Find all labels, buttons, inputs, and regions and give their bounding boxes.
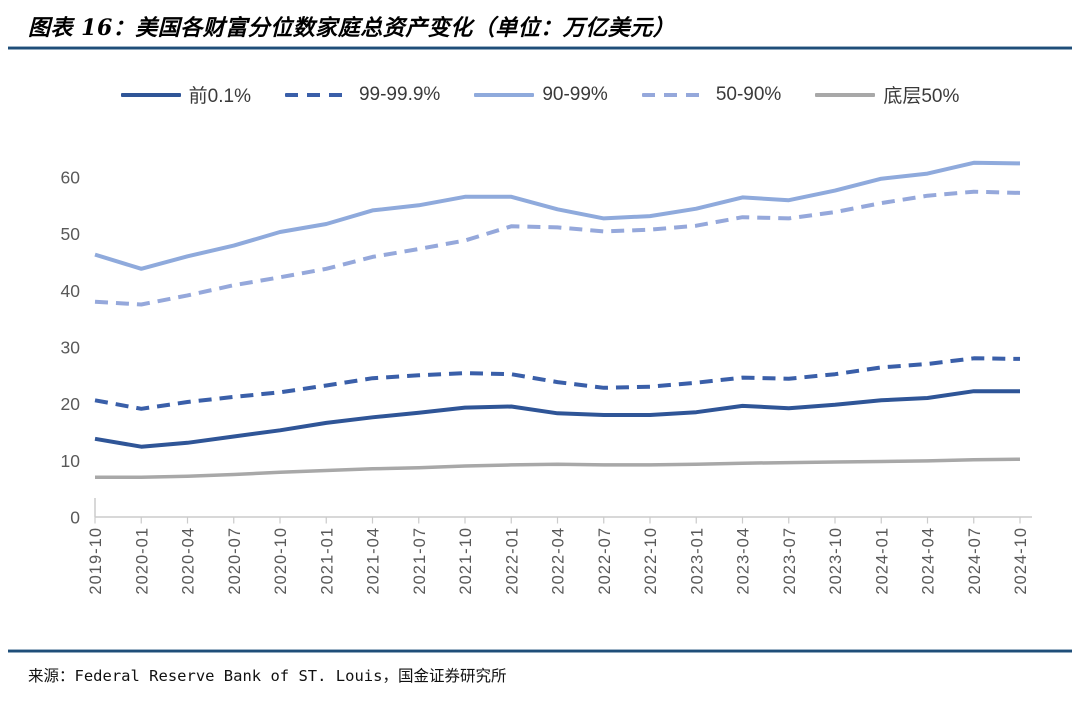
legend-label: 底层50%	[883, 86, 960, 107]
series-line-99-99.9%	[94, 356, 1021, 411]
x-tick-label: 2023-04	[735, 527, 753, 595]
legend-label: 99-99.9%	[358, 83, 441, 105]
legend-label: 前0.1%	[188, 86, 251, 107]
source-note: 来源：Federal Reserve Bank of ST. Louis，国金证…	[28, 667, 507, 685]
series-line-90-99%	[94, 160, 1021, 271]
legend-item: 90-99%	[474, 84, 608, 106]
series-line-前0.1%	[94, 389, 1020, 449]
x-tick-label: 2024-10	[1012, 527, 1030, 595]
legend-swatch-solid	[474, 92, 535, 97]
series-line-底层50%	[95, 457, 1021, 480]
legend-item: 前0.1%	[120, 81, 251, 108]
x-tick-label: 2022-10	[642, 527, 660, 595]
x-tick-label: 2021-10	[457, 527, 475, 595]
x-tick-label: 2022-07	[596, 527, 614, 595]
legend-item: 50-90%	[641, 83, 782, 106]
x-tick-label: 2024-04	[920, 527, 938, 595]
legend-swatch-dashed	[641, 92, 708, 97]
legend-swatch-solid	[815, 92, 876, 97]
x-tick-label: 2020-01	[133, 527, 151, 595]
y-tick-label: 60	[61, 167, 81, 187]
x-tick-label: 2024-01	[873, 527, 891, 595]
x-tick-label: 2020-10	[272, 527, 290, 595]
y-tick-label: 30	[61, 337, 81, 357]
footer-divider	[8, 649, 1072, 653]
y-tick-label: 20	[61, 394, 81, 414]
series-line-50-90%	[94, 189, 1021, 307]
legend-label: 90-99%	[542, 83, 608, 105]
x-tick-label: 2020-07	[226, 527, 244, 595]
x-tick-label: 2023-07	[781, 527, 799, 595]
x-tick-label: 2020-04	[180, 527, 198, 595]
x-tick-label: 2021-07	[411, 527, 429, 595]
x-tick-label: 2022-01	[503, 527, 521, 595]
x-tick-label: 2023-10	[827, 527, 845, 595]
chart-legend: 前0.1% 99-99.9% 90-99% 50-90% 底层50%	[0, 81, 1080, 108]
line-chart: 0 10 20 30 40 50 60 2019-10 2020-01 2020-04 2020-0…	[61, 160, 1032, 595]
y-tick-label: 40	[61, 281, 81, 301]
x-tick-label: 2021-04	[365, 527, 383, 595]
x-tick-label: 2022-04	[550, 527, 568, 595]
x-tick-label: 2021-01	[318, 527, 336, 595]
x-tick-label: 2024-07	[966, 527, 984, 595]
title-divider	[8, 46, 1072, 50]
x-tick-label: 2023-01	[688, 527, 706, 595]
legend-item: 底层50%	[815, 81, 959, 108]
y-tick-label: 10	[61, 451, 81, 471]
legend-item: 99-99.9%	[284, 83, 441, 106]
x-tick-label: 2019-10	[87, 527, 105, 595]
legend-swatch-dashed	[284, 92, 351, 97]
y-tick-label: 50	[61, 224, 81, 244]
y-tick-label: 0	[70, 508, 80, 528]
figure-title: 图表 16：美国各财富分位数家庭总资产变化（单位：万亿美元）	[28, 15, 676, 41]
legend-swatch-solid	[120, 92, 181, 97]
legend-label: 50-90%	[715, 83, 782, 105]
